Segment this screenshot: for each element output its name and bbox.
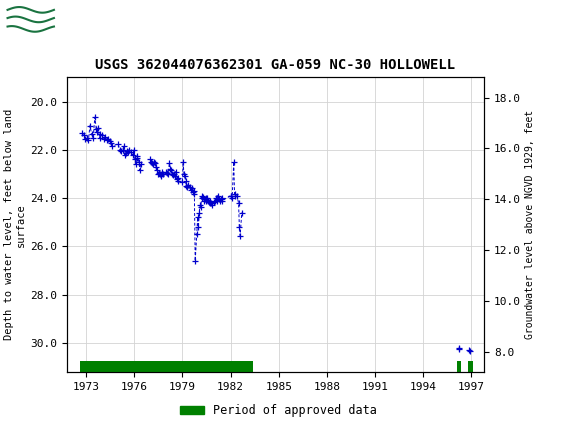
Y-axis label: Groundwater level above NGVD 1929, feet: Groundwater level above NGVD 1929, feet [525,110,535,339]
Bar [468,361,473,373]
Bar [457,361,461,373]
Bar [79,361,253,373]
Title: USGS 362044076362301 GA-059 NC-30 HOLLOWELL: USGS 362044076362301 GA-059 NC-30 HOLLOW… [96,58,455,72]
Legend: Period of approved data: Period of approved data [175,399,382,422]
Y-axis label: Depth to water level, feet below land
surface: Depth to water level, feet below land su… [4,109,26,340]
Text: USGS: USGS [64,9,119,27]
FancyBboxPatch shape [5,3,57,32]
